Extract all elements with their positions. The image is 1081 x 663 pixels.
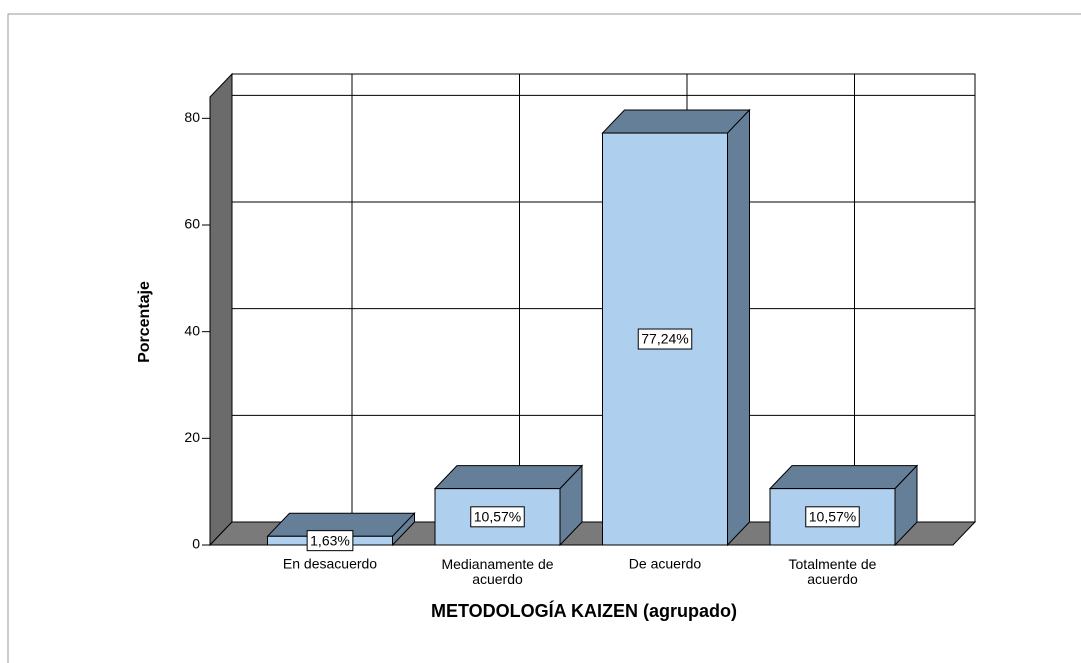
x-tick-label: De acuerdo	[629, 556, 702, 572]
x-tick-label: En desacuerdo	[283, 556, 377, 572]
value-label: 10,57%	[470, 506, 525, 528]
left-wall	[209, 72, 233, 547]
value-label: 77,24%	[637, 328, 693, 350]
value-label-box	[470, 506, 525, 528]
y-axis-label: Porcentaje	[136, 281, 153, 363]
value-label-box	[306, 530, 354, 552]
value-label: 10,57%	[805, 506, 860, 528]
x-tick-label: Medianamente de acuerdo	[441, 556, 553, 587]
bar-top	[601, 109, 751, 134]
value-label-text: 10,57%	[809, 509, 856, 525]
bar-top	[433, 465, 584, 490]
y-tick-label: 40	[184, 322, 200, 338]
x-tick-label: Totalmente de acuerdo	[789, 556, 877, 587]
y-tick-label: 20	[184, 429, 200, 445]
value-label-text: 1,63%	[310, 532, 350, 548]
value-label-box	[637, 328, 693, 350]
value-label-text: 77,24%	[641, 331, 688, 347]
y-tick-label: 60	[184, 216, 200, 232]
y-tick-label: 0	[192, 536, 200, 552]
y-tick-label: 80	[184, 109, 200, 125]
value-label-box	[805, 506, 860, 528]
value-label: 1,63%	[306, 530, 354, 552]
bar-side	[727, 108, 750, 547]
x-axis-label: METODOLOGÍA KAIZEN (agrupado)	[431, 600, 737, 621]
bar	[769, 488, 896, 546]
value-label-text: 10,57%	[474, 509, 521, 525]
bar-top	[768, 465, 919, 490]
